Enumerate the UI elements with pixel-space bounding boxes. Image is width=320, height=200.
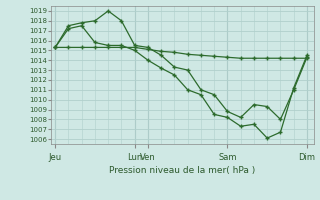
X-axis label: Pression niveau de la mer( hPa ): Pression niveau de la mer( hPa ) <box>109 166 256 175</box>
